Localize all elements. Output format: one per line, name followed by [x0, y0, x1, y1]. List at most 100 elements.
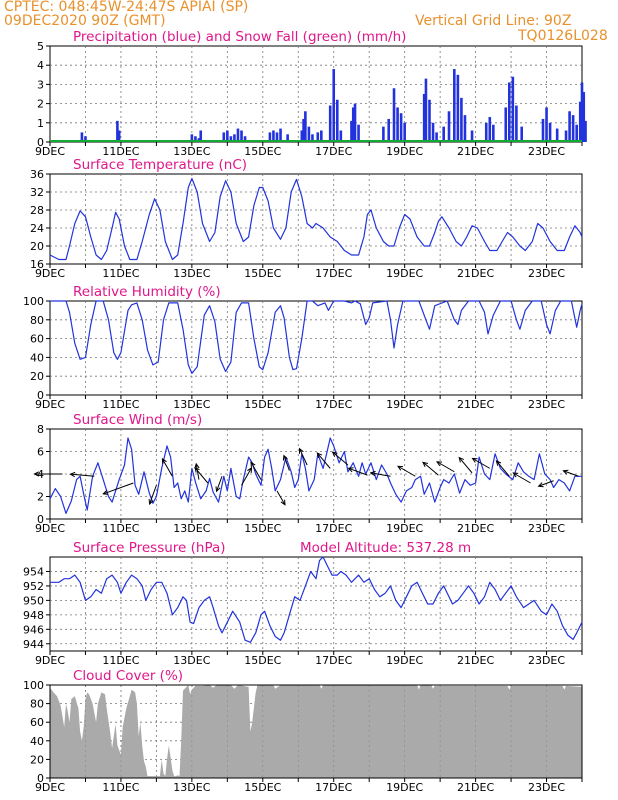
precipitation-bar	[332, 69, 336, 142]
precipitation-bar	[240, 130, 243, 142]
wind-arrow-shaft	[216, 476, 223, 492]
precipitation-bar	[199, 130, 203, 142]
temperature-series-line	[49, 177, 583, 261]
wind-arrow-shaft	[241, 467, 252, 486]
precipitation-xtick-label: 9DEC	[35, 145, 65, 158]
precipitation-title: Precipitation (blue) and Snow Fall (gree…	[73, 29, 406, 45]
precipitation-ytick-label: 3	[37, 78, 44, 91]
precipitation-bar	[353, 103, 357, 142]
wind-arrow-head	[397, 465, 404, 471]
precipitation-bar	[286, 134, 289, 142]
precipitation-frame	[49, 45, 583, 143]
precipitation-bar	[447, 111, 451, 142]
precipitation-bar	[328, 105, 332, 142]
precipitation-bar	[399, 113, 403, 142]
humidity-title: Relative Humidity (%)	[73, 284, 221, 300]
precipitation-bar	[456, 74, 460, 142]
precipitation-bar	[311, 134, 314, 142]
precipitation-xtick-label: 15DEC	[244, 145, 281, 158]
precipitation-bar	[571, 115, 575, 142]
wind-series-line	[49, 437, 582, 515]
temperature-xtick-label: 19DEC	[386, 267, 423, 280]
cloud-cover-title: Cloud Cover (%)	[73, 668, 183, 684]
precipitation-bar	[243, 136, 247, 142]
precipitation-bar	[222, 132, 226, 142]
wind-arrow-shaft	[458, 457, 473, 474]
precipitation-xtick-label: 21DEC	[457, 145, 494, 158]
precipitation-bar	[339, 130, 343, 142]
precipitation-xtick-label: 23DEC	[528, 145, 565, 158]
temperature-ytick-label: 28	[30, 204, 44, 217]
temperature-title: Surface Temperature (nC)	[73, 157, 247, 173]
precipitation-bar	[117, 130, 121, 142]
humidity-ytick-label: 0	[37, 389, 44, 402]
temperature-ytick-label: 16	[30, 258, 44, 271]
wind-xtick-label: 23DEC	[528, 522, 565, 535]
pressure-ytick-label: 946	[23, 623, 44, 636]
cloud-cover-xtick-label: 15DEC	[244, 781, 281, 794]
humidity-xtick-label: 13DEC	[173, 398, 210, 411]
header-grid-note: Vertical Grid Line: 90Z	[415, 13, 572, 29]
precipitation-bar	[357, 124, 360, 142]
wind-xtick-label: 13DEC	[173, 522, 210, 535]
pressure-series-line	[50, 556, 583, 643]
precipitation-bar	[233, 134, 236, 142]
precipitation-bar	[190, 134, 194, 142]
precipitation-bar	[520, 126, 524, 142]
humidity-series-line	[50, 300, 583, 374]
cloud-cover-ytick-label: 40	[30, 735, 44, 748]
wind-arrow-head	[562, 469, 569, 475]
precipitation-xtick-label: 19DEC	[386, 145, 423, 158]
pressure-xtick-label: 11DEC	[102, 654, 139, 667]
precipitation-bar	[488, 117, 492, 142]
precipitation-bar	[453, 69, 456, 142]
precipitation-bar	[484, 122, 488, 142]
humidity-ytick-label: 60	[30, 333, 44, 346]
wind-arrow-head	[102, 490, 109, 495]
precipitation-bar	[392, 88, 396, 142]
header-location: CPTEC: 048:45W-24:47S APIAI (SP)	[4, 0, 249, 15]
pressure-ytick-label: 944	[23, 638, 44, 651]
precipitation-bar	[568, 111, 571, 142]
wind-arrow-shaft	[332, 451, 349, 466]
precipitation-bar	[548, 122, 552, 142]
precipitation-bar	[236, 128, 240, 142]
precipitation-bar	[229, 136, 233, 142]
temperature-ytick-label: 32	[30, 186, 44, 199]
precipitation-bar	[84, 136, 87, 142]
precipitation-bar	[580, 82, 584, 142]
precipitation-bar	[422, 94, 426, 142]
humidity-ytick-label: 20	[30, 370, 44, 383]
precipitation-bar	[403, 122, 406, 142]
humidity-xtick-label: 21DEC	[457, 398, 494, 411]
cloud-cover-ytick-label: 60	[30, 716, 44, 729]
precipitation-bar	[335, 99, 339, 142]
cloud-cover-xtick-label: 9DEC	[35, 781, 65, 794]
precipitation-bar	[463, 115, 467, 142]
humidity-ytick-label: 80	[30, 314, 44, 327]
precipitation-bar	[460, 97, 463, 142]
wind-arrow-head	[247, 466, 253, 473]
precipitation-bar	[302, 118, 305, 142]
wind-xtick-label: 15DEC	[244, 522, 281, 535]
wind-arrow-head	[299, 447, 304, 454]
pressure-xtick-label: 9DEC	[35, 654, 65, 667]
precipitation-ytick-label: 2	[37, 98, 44, 111]
wind-arrow-head	[161, 457, 167, 464]
humidity-frame	[49, 300, 583, 396]
wind-arrow-shaft	[513, 472, 531, 484]
cloud-cover-ytick-label: 80	[30, 698, 44, 711]
temperature-xtick-label: 9DEC	[35, 267, 65, 280]
wind-arrow-head	[512, 472, 519, 478]
temperature-frame	[49, 173, 583, 265]
temperature-ytick-label: 36	[30, 168, 44, 181]
wind-arrow-shaft	[563, 470, 579, 477]
wind-title: Surface Wind (m/s)	[73, 412, 202, 428]
precipitation-bar	[578, 101, 582, 142]
precipitation-bar	[275, 132, 279, 142]
temperature-ytick-label: 24	[30, 222, 44, 235]
wind-arrow-shaft	[472, 457, 491, 469]
precipitation-bar	[428, 99, 431, 142]
precipitation-bar	[545, 107, 548, 142]
